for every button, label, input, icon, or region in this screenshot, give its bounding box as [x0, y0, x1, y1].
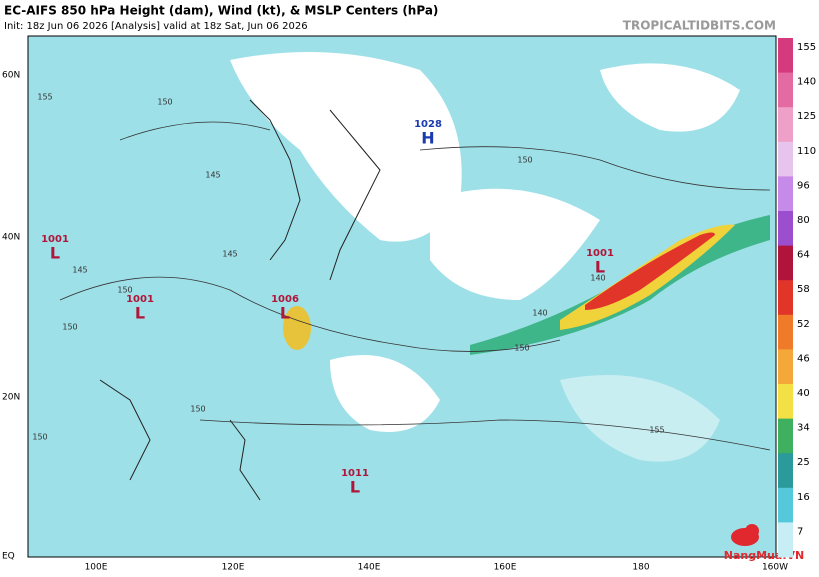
colorbar-swatch	[778, 211, 793, 247]
colorbar-label: 140	[797, 77, 816, 88]
cloud-icon	[745, 524, 759, 538]
lat-label: EQ	[2, 552, 15, 562]
contour-label: 150	[514, 344, 529, 353]
colorbar-label: 16	[797, 492, 810, 503]
center-pressure: 1001	[126, 294, 154, 305]
center-letter: L	[135, 304, 145, 323]
contour-label: 150	[32, 433, 47, 442]
colorbar-label: 125	[797, 111, 816, 122]
lon-label: 100E	[85, 563, 108, 573]
jet-max	[585, 232, 715, 310]
contour-label: 145	[205, 171, 220, 180]
colorbar-label: 34	[797, 423, 810, 434]
calm-area	[430, 188, 600, 300]
colorbar-swatch	[778, 453, 793, 489]
contour-label: 150	[157, 98, 172, 107]
center-letter: L	[595, 258, 605, 277]
map-frame	[27, 35, 777, 558]
colorbar: 155 140 125 110 96 80 64 58 52 46 40 34 25 16 7	[778, 38, 816, 558]
colorbar-swatch	[778, 245, 793, 281]
site-name: TROPICALTIDBITS.COM	[623, 19, 776, 33]
center-letter: H	[421, 129, 434, 148]
colorbar-swatch	[778, 384, 793, 420]
calm-area	[560, 375, 720, 462]
storm	[283, 306, 311, 350]
contour-label: 150	[190, 405, 205, 414]
center-pressure: 1001	[586, 248, 614, 259]
colorbar-label: 40	[797, 388, 810, 399]
calm-area	[600, 63, 740, 132]
center-letter: L	[50, 244, 60, 263]
calm-area	[330, 355, 440, 432]
lat-label: 40N	[2, 233, 20, 243]
center-pressure: 1006	[271, 294, 299, 305]
contour-label: 145	[72, 266, 87, 275]
watermark-icon	[731, 524, 759, 546]
lon-label: 160W	[762, 563, 788, 573]
colorbar-label: 155	[797, 42, 816, 53]
lon-label: 180	[632, 563, 649, 573]
contour-label: 150	[517, 156, 532, 165]
lon-label: 140E	[358, 563, 381, 573]
calm-area	[230, 52, 462, 242]
center-pressure: 1001	[41, 234, 69, 245]
lon-label: 120E	[222, 563, 245, 573]
colorbar-swatch	[778, 141, 793, 177]
height-contour	[59, 121, 771, 451]
colorbar-label: 58	[797, 284, 810, 295]
colorbar-label: 110	[797, 146, 816, 157]
contour-label: 140	[590, 274, 605, 283]
colorbar-swatch	[778, 487, 793, 523]
colorbar-swatch	[778, 72, 793, 108]
lat-label: 20N	[2, 393, 20, 403]
center-pressure: 1011	[341, 468, 369, 479]
contour-label: 150	[117, 286, 132, 295]
map-field	[28, 36, 776, 557]
colorbar-swatch	[778, 280, 793, 316]
contour-label: 150	[62, 323, 77, 332]
colorbar-swatch	[778, 522, 793, 558]
colorbar-label: 96	[797, 180, 810, 191]
lon-label: 160E	[494, 563, 517, 573]
colorbar-swatch	[778, 314, 793, 350]
center-letter: L	[350, 478, 360, 497]
colorbar-label: 7	[797, 526, 803, 537]
colorbar-swatch	[778, 38, 793, 74]
coastline	[99, 99, 381, 501]
colorbar-swatch	[778, 107, 793, 143]
center-pressure: 1028	[414, 119, 442, 130]
colorbar-label: 52	[797, 319, 810, 330]
contour-label: 155	[37, 93, 52, 102]
center-letter: L	[280, 304, 290, 323]
colorbar-label: 25	[797, 457, 810, 468]
colorbar-swatch	[778, 176, 793, 212]
subtitle: Init: 18z Jun 06 2026 [Analysis] valid a…	[4, 21, 308, 32]
contour-label: 155	[649, 426, 664, 435]
colorbar-label: 64	[797, 250, 810, 261]
contour-label: 140	[532, 309, 547, 318]
lat-label: 60N	[2, 71, 20, 81]
colorbar-swatch	[778, 418, 793, 454]
contour-label: 145	[222, 250, 237, 259]
colorbar-label: 80	[797, 215, 810, 226]
colorbar-swatch	[778, 349, 793, 385]
colorbar-label: 46	[797, 353, 810, 364]
title: EC-AIFS 850 hPa Height (dam), Wind (kt),…	[4, 4, 438, 18]
